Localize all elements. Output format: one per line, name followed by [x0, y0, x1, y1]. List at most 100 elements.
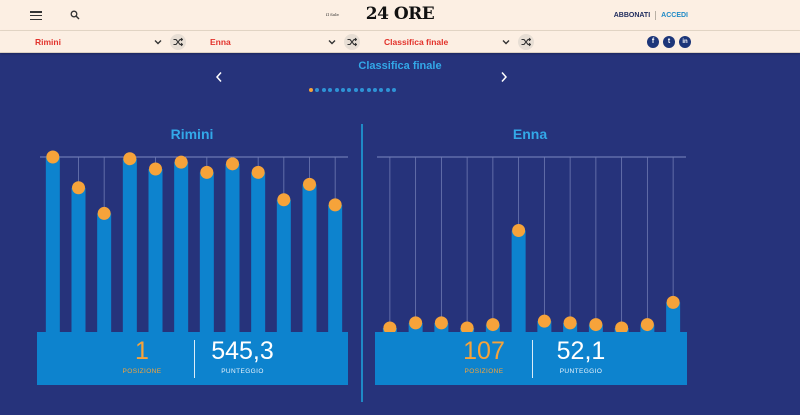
- slide-title: Classifica finale: [358, 60, 442, 72]
- left-bar-marker[interactable]: [226, 157, 239, 171]
- left-bar: [302, 184, 317, 332]
- right-bar-marker[interactable]: [666, 295, 680, 309]
- left-bar-marker[interactable]: [174, 155, 188, 169]
- left-bar: [97, 213, 112, 332]
- selector-bar: Rimini Enna Classifica finale: [0, 31, 800, 53]
- right-bar-marker[interactable]: [486, 318, 500, 332]
- left-bar-marker[interactable]: [200, 165, 214, 179]
- panel-divider: [361, 124, 363, 402]
- slide-dot[interactable]: [353, 88, 358, 92]
- logo-small-text: Il Sole: [326, 12, 339, 17]
- right-bar-marker[interactable]: [563, 316, 577, 330]
- right-score-value: 52,1: [556, 337, 606, 365]
- facebook-icon[interactable]: f: [647, 36, 659, 48]
- left-bar-marker[interactable]: [46, 150, 60, 164]
- left-score-stat: 545,3 PUNTEGGIO: [200, 337, 285, 375]
- stat-separator: [194, 340, 195, 378]
- right-bar-marker[interactable]: [589, 318, 603, 332]
- slide-dot[interactable]: [321, 88, 326, 92]
- right-stats-box: 107 POSIZIONE 52,1 PUNTEGGIO: [375, 332, 687, 385]
- right-score-label: PUNTEGGIO: [559, 368, 603, 375]
- shuffle-ranking-button[interactable]: [518, 34, 534, 50]
- right-bar-marker[interactable]: [409, 316, 423, 330]
- linkedin-icon[interactable]: in: [679, 36, 691, 48]
- shuffle-icon: [521, 37, 531, 47]
- shuffle-icon: [347, 37, 357, 47]
- chevron-left-icon[interactable]: [213, 70, 225, 84]
- right-bar: [666, 302, 681, 332]
- left-score-value: 545,3: [211, 337, 274, 365]
- left-bar-marker[interactable]: [303, 177, 316, 191]
- ranking-select-value[interactable]: Classifica finale: [384, 37, 449, 47]
- left-bar-marker[interactable]: [277, 193, 291, 207]
- right-bar-marker[interactable]: [640, 318, 654, 332]
- right-city-title: Enna: [512, 126, 548, 142]
- slide-dot[interactable]: [379, 88, 384, 92]
- left-bar-marker[interactable]: [328, 198, 342, 212]
- city-b-select-value[interactable]: Enna: [210, 37, 231, 47]
- left-bar-marker[interactable]: [72, 181, 85, 195]
- logo[interactable]: Il Sole 24 ORE: [320, 4, 480, 26]
- slide-dot[interactable]: [315, 88, 320, 92]
- city-a-select[interactable]: Rimini: [35, 31, 61, 53]
- menu-icon[interactable]: [30, 11, 42, 21]
- search-icon[interactable]: [70, 10, 80, 20]
- left-bar: [45, 157, 60, 332]
- stat-separator: [532, 340, 533, 378]
- chevron-right-icon[interactable]: [498, 70, 510, 84]
- right-bar-marker[interactable]: [460, 321, 474, 335]
- left-bar: [251, 172, 266, 332]
- abbonati-link[interactable]: ABBONATI: [613, 12, 651, 19]
- right-bar-marker[interactable]: [383, 321, 397, 335]
- slide-dot[interactable]: [328, 88, 333, 92]
- left-bar: [148, 168, 163, 332]
- slide-dots: [309, 88, 397, 94]
- left-bar: [71, 187, 86, 332]
- right-position-label: POSIZIONE: [464, 368, 504, 375]
- slide-dot[interactable]: [360, 88, 365, 92]
- left-stats-box: 1 POSIZIONE 545,3 PUNTEGGIO: [37, 332, 348, 385]
- city-a-select-value[interactable]: Rimini: [35, 37, 61, 47]
- left-bar: [199, 172, 214, 332]
- slide-dot[interactable]: [347, 88, 352, 92]
- city-b-select[interactable]: Enna: [210, 31, 231, 53]
- left-score-label: PUNTEGGIO: [221, 368, 264, 375]
- shuffle-icon: [173, 37, 183, 47]
- right-position-value: 107: [463, 337, 505, 365]
- left-bar-marker[interactable]: [251, 165, 265, 179]
- left-bar: [225, 163, 240, 332]
- right-bar-marker[interactable]: [615, 321, 629, 335]
- left-bar: [122, 158, 137, 332]
- chevron-down-icon[interactable]: [502, 38, 510, 46]
- slide-dot[interactable]: [392, 88, 397, 92]
- left-bar-marker[interactable]: [149, 162, 162, 176]
- slide-dot[interactable]: [309, 88, 313, 92]
- link-separator: [655, 11, 657, 20]
- shuffle-city-b-button[interactable]: [344, 34, 360, 50]
- right-bar-marker[interactable]: [512, 224, 526, 238]
- slide-dot[interactable]: [385, 88, 390, 92]
- right-score-stat: 52,1 PUNTEGGIO: [539, 337, 623, 375]
- slide-dot[interactable]: [340, 88, 345, 92]
- left-bar-marker[interactable]: [123, 152, 137, 166]
- slide-dot[interactable]: [366, 88, 371, 92]
- chevron-down-icon[interactable]: [154, 38, 162, 46]
- chevron-down-icon[interactable]: [328, 38, 336, 46]
- shuffle-city-a-button[interactable]: [170, 34, 186, 50]
- left-position-value: 1: [135, 337, 149, 365]
- accedi-link[interactable]: ACCEDI: [661, 12, 688, 19]
- left-city-title: Rimini: [170, 126, 214, 142]
- left-bar-marker[interactable]: [97, 206, 111, 220]
- left-bar: [328, 204, 343, 332]
- ranking-select[interactable]: Classifica finale: [384, 31, 448, 53]
- right-bar-marker[interactable]: [537, 314, 551, 328]
- slide-dot[interactable]: [372, 88, 377, 92]
- left-position-stat: 1 POSIZIONE: [112, 337, 172, 375]
- left-bar: [276, 199, 291, 332]
- account-links: ABBONATI ACCEDI: [614, 11, 688, 20]
- twitter-icon[interactable]: t: [663, 36, 675, 48]
- right-bar-marker[interactable]: [434, 316, 448, 330]
- slide-dot[interactable]: [334, 88, 339, 92]
- left-bar: [174, 162, 189, 332]
